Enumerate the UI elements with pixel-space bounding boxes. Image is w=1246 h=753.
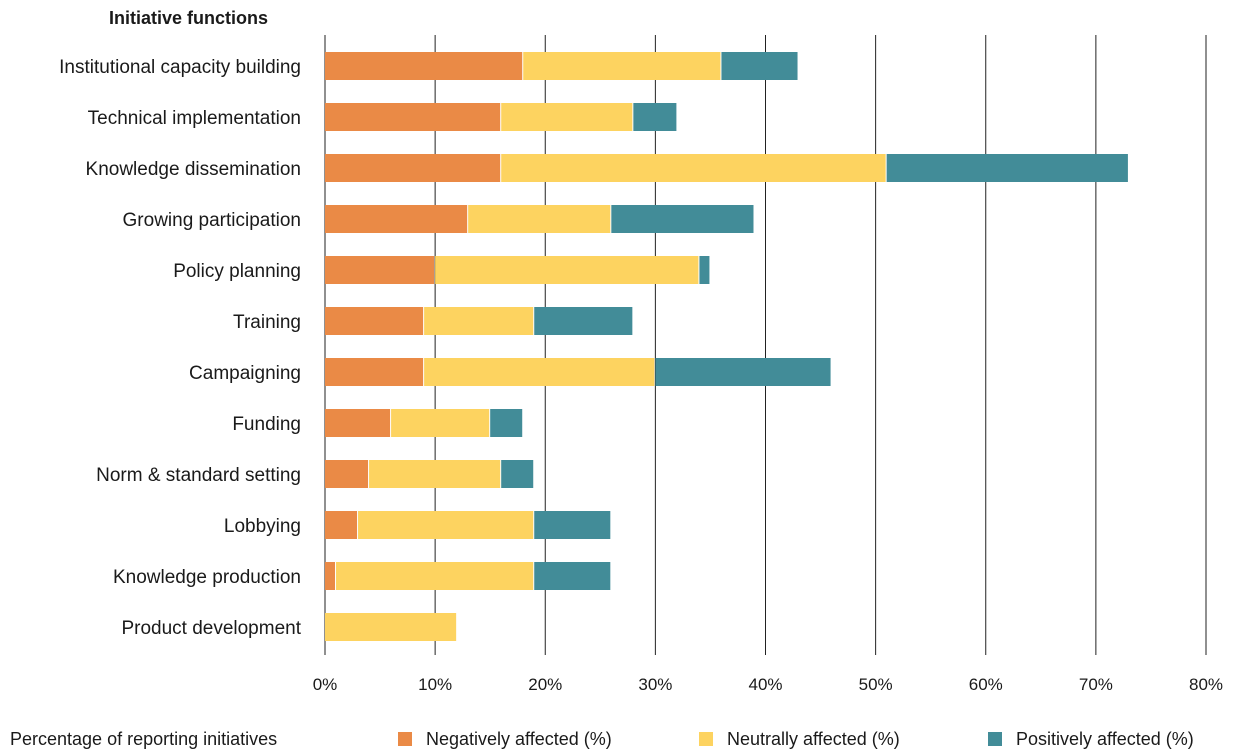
category-labels: Institutional capacity building Technical… [59, 57, 302, 639]
x-tick-label: 40% [748, 675, 782, 694]
gridlines [324, 35, 1207, 655]
bar-segment-negative [325, 52, 523, 80]
x-tick-label: 50% [859, 675, 893, 694]
legend-swatch-positive [988, 732, 1002, 746]
bars [325, 52, 1128, 641]
bar-segment-negative [325, 511, 358, 539]
category-label: Knowledge dissemination [86, 159, 301, 180]
bar-segment-neutral [501, 154, 886, 182]
bar-segment-positive [534, 511, 611, 539]
bar-segment-neutral [369, 460, 501, 488]
bar-segment-positive [611, 205, 754, 233]
legend-label-positive: Positively affected (%) [1016, 729, 1194, 749]
category-label: Training [233, 312, 301, 333]
bar-segment-positive [721, 52, 798, 80]
legend-label-negative: Negatively affected (%) [426, 729, 612, 749]
bar-segment-negative [325, 256, 435, 284]
legend-swatch-negative [398, 732, 412, 746]
bar-segment-neutral [501, 103, 633, 131]
category-label: Campaigning [189, 363, 301, 384]
legend-item-neutral: Neutrally affected (%) [699, 729, 900, 750]
x-tick-label: 10% [418, 675, 452, 694]
bar-segment-negative [325, 460, 369, 488]
bar-segment-neutral [523, 52, 721, 80]
bar-segment-negative [325, 562, 336, 590]
bar-segment-positive [633, 103, 677, 131]
x-tick-labels: 0% 10% 20% 30% 40% 50% 60% 70% 80% [313, 675, 1223, 694]
category-label: Institutional capacity building [59, 57, 301, 78]
bar-segment-neutral [358, 511, 534, 539]
bar-segment-neutral [468, 205, 611, 233]
x-tick-label: 70% [1079, 675, 1113, 694]
bar-segment-neutral [424, 358, 655, 386]
legend-item-negative: Negatively affected (%) [398, 729, 612, 750]
legend: Percentage of reporting initiatives Nega… [10, 729, 1240, 753]
x-axis-label: Percentage of reporting initiatives [10, 729, 278, 749]
bar-segment-negative [325, 409, 391, 437]
category-label: Product development [121, 618, 301, 639]
category-label: Knowledge production [113, 567, 301, 588]
bar-segment-positive [886, 154, 1128, 182]
stacked-bar-chart: Institutional capacity building Technical… [59, 35, 1223, 694]
category-label: Funding [232, 414, 301, 435]
bar-segment-positive [501, 460, 534, 488]
bar-segment-negative [325, 103, 501, 131]
category-label: Policy planning [173, 261, 301, 282]
legend-label-neutral: Neutrally affected (%) [727, 729, 900, 749]
bar-segment-neutral [391, 409, 490, 437]
x-tick-label: 80% [1189, 675, 1223, 694]
bar-segment-negative [325, 358, 424, 386]
category-label: Norm & standard setting [96, 465, 301, 486]
x-tick-label: 0% [313, 675, 338, 694]
bar-segment-neutral [424, 307, 534, 335]
legend-swatch-neutral [699, 732, 713, 746]
x-tick-label: 30% [638, 675, 672, 694]
bar-segment-positive [490, 409, 523, 437]
bar-segment-neutral [435, 256, 699, 284]
chart-title: Initiative functions [109, 8, 269, 28]
bar-segment-negative [325, 307, 424, 335]
bar-segment-positive [534, 307, 633, 335]
bar-segment-neutral [325, 613, 457, 641]
category-label: Technical implementation [88, 108, 301, 129]
bar-segment-negative [325, 154, 501, 182]
bar-segment-positive [699, 256, 710, 284]
bar-segment-positive [534, 562, 611, 590]
category-label: Lobbying [224, 516, 301, 537]
bar-segment-positive [655, 358, 831, 386]
category-label: Growing participation [123, 210, 301, 231]
legend-item-positive: Positively affected (%) [988, 729, 1194, 750]
x-tick-label: 20% [528, 675, 562, 694]
bar-segment-negative [325, 205, 468, 233]
x-tick-label: 60% [969, 675, 1003, 694]
bar-segment-neutral [336, 562, 534, 590]
